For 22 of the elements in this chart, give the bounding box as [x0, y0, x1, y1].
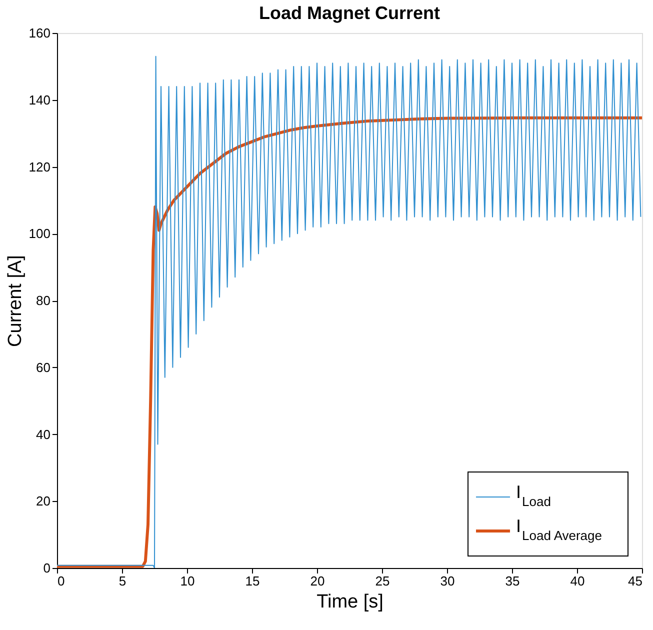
- y-axis-title: Current [A]: [4, 255, 26, 347]
- chart-title: Load Magnet Current: [258, 3, 440, 23]
- x-tick-label: 0: [58, 574, 65, 588]
- x-tick-label: 40: [570, 574, 585, 588]
- y-tick-label: 60: [36, 360, 50, 375]
- x-tick-label: 25: [375, 574, 390, 588]
- x-tick-label: 20: [310, 574, 325, 588]
- x-tick-label: 10: [180, 574, 195, 588]
- y-tick-label: 0: [43, 560, 50, 576]
- x-tick-label: 35: [505, 574, 520, 588]
- x-tick-label: 45: [628, 574, 642, 588]
- y-tick-label: 100: [28, 226, 50, 242]
- y-tick-label: 40: [36, 426, 50, 442]
- x-tick-label: 5: [118, 574, 126, 588]
- y-tick-label: 80: [36, 293, 50, 308]
- y-tick-label: 160: [28, 26, 50, 40]
- x-tick-label: 15: [245, 574, 260, 588]
- x-axis-title: Time [s]: [316, 592, 384, 612]
- y-tick-label: 140: [28, 92, 50, 108]
- x-tick-label: 30: [440, 574, 455, 588]
- y-tick-label: 20: [36, 494, 50, 509]
- y-tick-label: 120: [28, 159, 50, 174]
